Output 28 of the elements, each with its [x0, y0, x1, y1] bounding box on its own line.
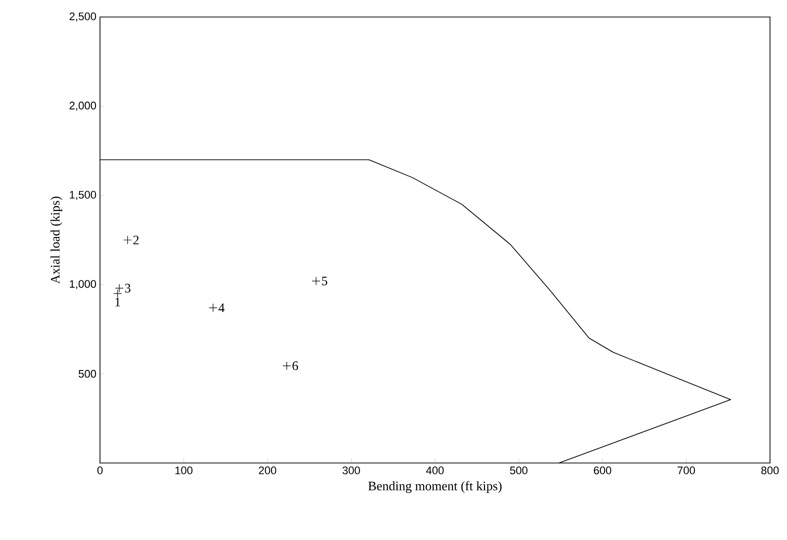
y-axis-title: Axial load (kips) — [50, 196, 62, 284]
y-tick-label: 2,500 — [70, 12, 96, 22]
point — [208, 304, 218, 312]
x-tick-label: 500 — [510, 466, 528, 474]
point — [123, 236, 132, 244]
annotation: 5 — [322, 276, 328, 286]
x-tick-label: 700 — [678, 466, 695, 474]
annotation: 3 — [125, 284, 130, 293]
x-tick-label: 400 — [426, 466, 444, 474]
annotation: 6 — [292, 361, 298, 370]
annotation: 4 — [218, 304, 225, 312]
x-tick-label: 300 — [342, 466, 360, 474]
point — [312, 276, 320, 286]
x-tick-label: 200 — [258, 466, 276, 474]
annotation: 2 — [133, 236, 139, 244]
y-tick-label: 2,000 — [70, 102, 96, 111]
x-tick-label: 800 — [761, 466, 779, 474]
y-tick-label: 500 — [78, 370, 96, 378]
point — [282, 361, 292, 370]
x-axis-title: Bending moment (ft kips) — [368, 481, 502, 494]
x-tick-label: 0 — [97, 466, 103, 474]
annotation: 1 — [115, 298, 120, 306]
x-tick-label: 100 — [175, 466, 192, 474]
point — [113, 289, 122, 298]
x-tick-label: 600 — [594, 466, 612, 474]
point — [114, 284, 124, 292]
y-tick-label: 1,000 — [70, 280, 96, 290]
y-tick-label: 1,500 — [70, 190, 96, 200]
